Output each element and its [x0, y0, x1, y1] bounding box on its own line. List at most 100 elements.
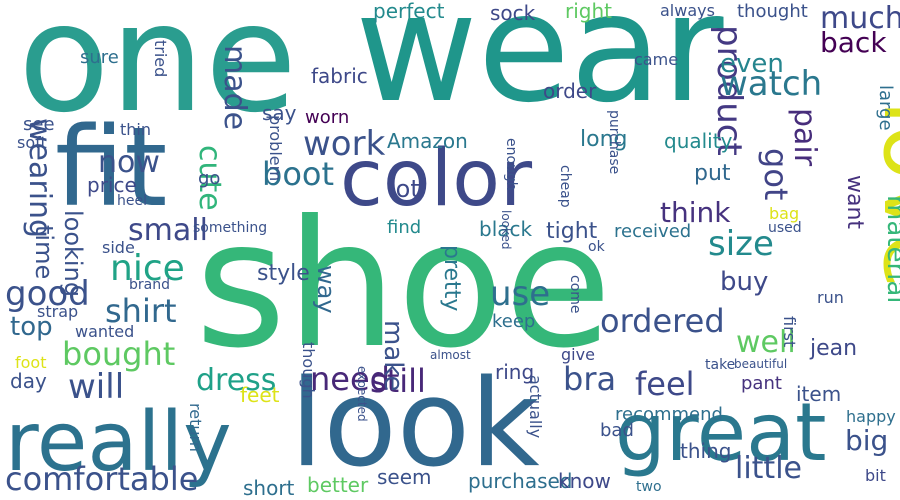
word-foot: foot	[15, 353, 46, 372]
word-keep: keep	[492, 311, 535, 332]
word-fit: fit	[55, 103, 167, 231]
word-boot: boot	[262, 155, 334, 193]
word-enough: enough	[503, 138, 519, 191]
word-two: two	[636, 479, 662, 495]
word-jean: jean	[809, 336, 857, 361]
word-strap: strap	[37, 302, 78, 321]
word-cute: cute	[192, 145, 227, 211]
word-go: go	[198, 168, 220, 189]
word-return: return	[186, 403, 205, 452]
word-ordered: ordered	[600, 302, 725, 340]
word-bought: bought	[62, 335, 175, 373]
word-bad: bad	[600, 420, 634, 441]
word-well: well	[736, 325, 796, 360]
word-use: use	[490, 274, 550, 314]
word-thing: thing	[680, 439, 731, 463]
word-see: see	[23, 114, 55, 135]
word-order: order	[543, 79, 597, 103]
word-happy: happy	[846, 407, 896, 426]
word-looking: looking	[59, 210, 87, 297]
word-though: though	[299, 342, 318, 399]
word-shoe: shoe	[195, 184, 612, 387]
word-tried: tried	[151, 40, 170, 77]
word-black: black	[479, 217, 533, 241]
word-come: come	[567, 275, 583, 314]
word-cheap: cheap	[557, 165, 573, 208]
word-pretty: pretty	[439, 245, 464, 311]
word-wanted: wanted	[75, 322, 134, 341]
word-look: look	[290, 355, 540, 494]
word-one: one	[18, 0, 297, 146]
word-day: day	[10, 369, 47, 393]
word-run: run	[817, 288, 844, 307]
word-love: love	[863, 100, 900, 289]
word-really: really	[5, 395, 232, 490]
word-put: put	[694, 161, 731, 186]
word-product: product	[709, 25, 749, 156]
word-wear: wear	[355, 0, 724, 136]
word-short: short	[243, 476, 295, 500]
word-need: need	[310, 360, 390, 398]
word-looked: looked	[499, 210, 513, 250]
word-size: size	[708, 224, 774, 264]
word-buy: buy	[720, 267, 768, 297]
word-got: got	[757, 148, 795, 200]
word-shirt: shirt	[105, 292, 177, 330]
word-nice: nice	[110, 248, 185, 289]
word-say: say	[262, 101, 297, 125]
word-lot: lot	[389, 175, 420, 203]
word-comfortable: comfortable	[5, 460, 198, 498]
word-way: way	[312, 265, 340, 314]
word-right: right	[565, 0, 612, 23]
word-used: used	[768, 220, 802, 236]
word-beautiful: beautiful	[734, 357, 787, 371]
word-worn: worn	[305, 107, 349, 128]
word-think: think	[660, 196, 731, 229]
word-find: find	[387, 217, 421, 238]
word-fabric: fabric	[311, 64, 368, 88]
word-long: long	[580, 127, 627, 152]
word-expected: expected	[355, 366, 369, 422]
word-ring: ring	[495, 360, 534, 384]
word-amazon: Amazon	[387, 129, 468, 153]
word-good: good	[5, 274, 90, 314]
word-sock: sock	[490, 1, 536, 25]
word-better: better	[307, 473, 369, 497]
word-item: item	[796, 382, 841, 406]
word-back: back	[820, 26, 887, 59]
word-made: made	[217, 45, 252, 130]
word-style: style	[257, 261, 310, 286]
word-dress: dress	[196, 363, 276, 398]
word-give: give	[561, 345, 595, 364]
word-know: know	[558, 469, 611, 493]
word-tight: tight	[546, 219, 598, 244]
word-much: much	[820, 1, 900, 36]
word-feet: feet	[240, 383, 280, 407]
word-pair: pair	[787, 108, 822, 167]
word-bit: bit	[865, 466, 886, 485]
word-something: something	[193, 220, 267, 236]
word-even: even	[720, 49, 784, 79]
word-little: little	[735, 451, 802, 486]
word-pant: pant	[741, 373, 782, 394]
word-perfect: perfect	[373, 0, 445, 23]
word-side: side	[102, 238, 135, 257]
word-material: material	[881, 195, 900, 304]
word-ok: ok	[588, 239, 606, 255]
word-purchase: purchase	[606, 110, 622, 174]
word-will: will	[68, 367, 124, 407]
word-time: time	[30, 225, 58, 279]
word-always: always	[660, 1, 715, 20]
word-big: big	[845, 424, 888, 457]
word-first: first	[780, 316, 799, 347]
word-came: came	[634, 50, 678, 69]
word-now: now	[98, 145, 160, 180]
word-top: top	[10, 312, 53, 342]
word-thought: thought	[737, 1, 808, 22]
word-want: want	[842, 175, 867, 229]
word-heel: heel	[117, 193, 147, 209]
word-recommend: recommend	[615, 404, 723, 425]
word-purchased: purchased	[468, 469, 573, 493]
